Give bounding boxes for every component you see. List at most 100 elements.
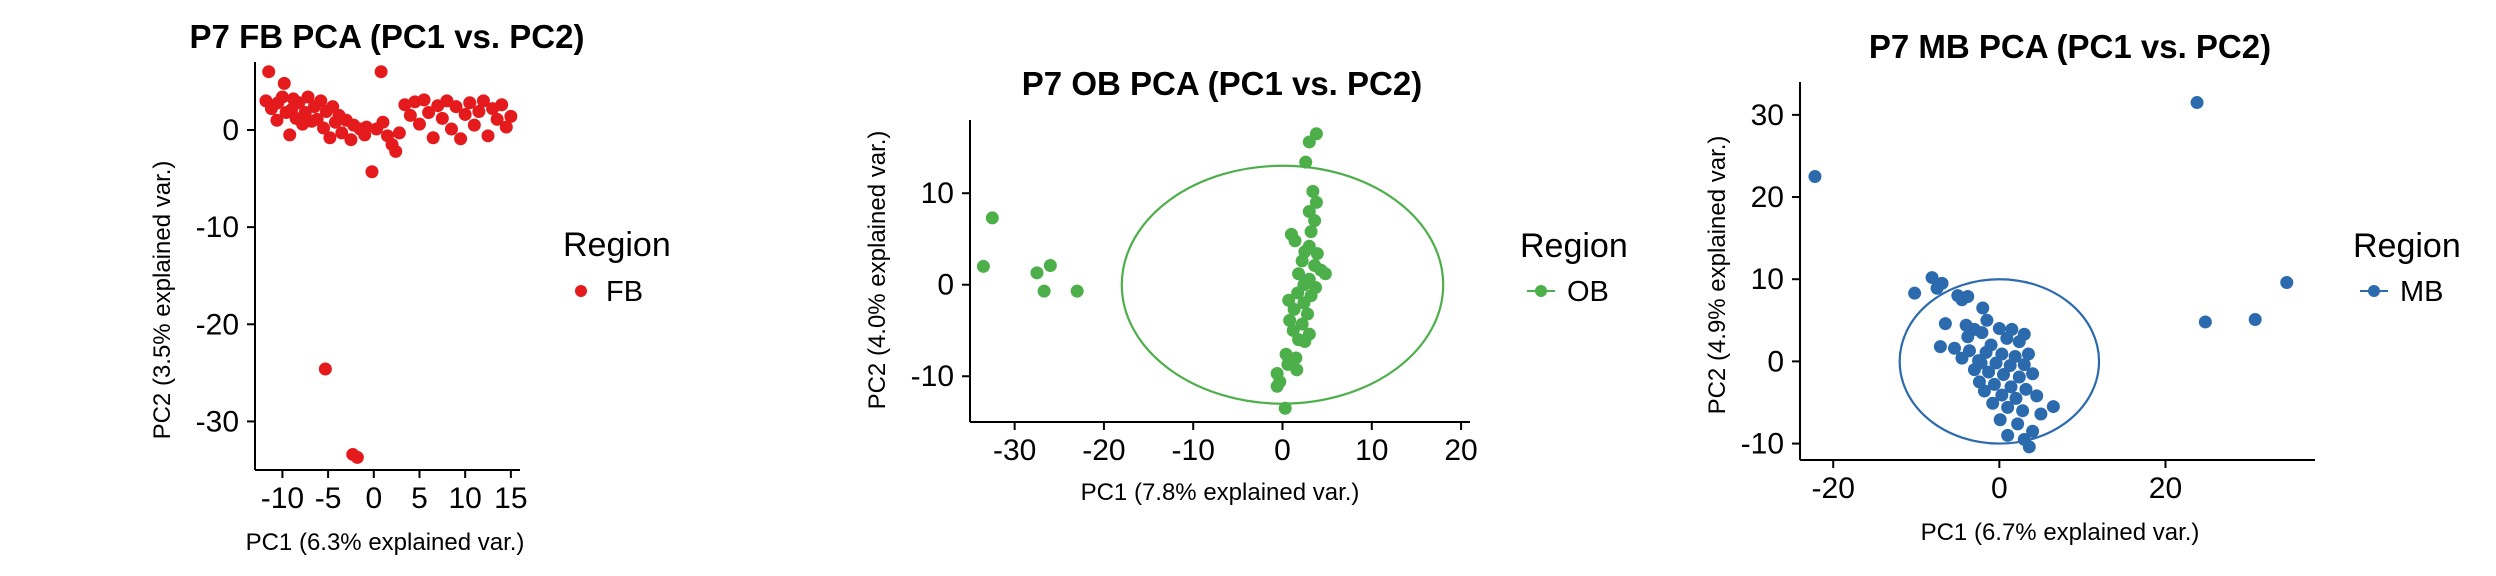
mb-data-point	[1908, 286, 1922, 300]
ob-data-point	[1301, 307, 1314, 321]
fb-y-tick-label: 0	[222, 114, 239, 147]
mb-data-point	[2280, 276, 2294, 290]
ob-data-point	[1306, 184, 1320, 198]
ob-points-layer	[976, 127, 1332, 415]
fb-legend-label: FB	[606, 276, 643, 308]
fb-data-point	[365, 165, 379, 179]
mb-legend-key	[2368, 285, 2380, 297]
mb-y-tick-label: -10	[1741, 428, 1784, 461]
ob-data-point	[1070, 284, 1084, 298]
fb-data-point	[398, 98, 412, 112]
mb-legend-label: MB	[2400, 276, 2444, 308]
ob-data-point	[1279, 347, 1293, 361]
mb-data-point	[2022, 440, 2036, 454]
ob-data-point	[1292, 267, 1306, 281]
ob-data-point	[1310, 247, 1324, 261]
fb-data-point	[426, 131, 440, 145]
ob-x-tick-label: -20	[1082, 434, 1125, 467]
fb-data-point	[262, 65, 276, 79]
fb-data-point	[318, 362, 332, 376]
mb-data-point	[1975, 326, 1989, 340]
mb-data-point	[2190, 96, 2204, 110]
mb-data-point	[1982, 365, 1996, 379]
ob-data-point	[1308, 214, 1322, 228]
ob-data-point	[1304, 225, 1318, 239]
ob-data-point	[1309, 195, 1323, 209]
mb-data-point	[1948, 341, 1961, 355]
mb-legend-title: Region	[2353, 227, 2461, 265]
fb-data-point	[463, 96, 477, 110]
mb-ellipse-layer	[1898, 278, 2101, 445]
fb-y-tick-label: -20	[196, 308, 239, 341]
mb-data-point	[1933, 340, 1947, 354]
ob-legend-key	[1535, 285, 1547, 297]
ob-y-tick-label: 0	[937, 269, 954, 302]
fb-x-tick-label: 5	[411, 482, 428, 515]
mb-data-point	[1974, 356, 1988, 370]
mb-data-point	[1808, 170, 1822, 183]
ob-data-point	[1295, 254, 1309, 268]
ob-data-point	[1299, 155, 1313, 169]
mb-data-point	[1980, 313, 1994, 327]
fb-data-point	[495, 98, 509, 112]
fb-x-tick-label: 15	[494, 482, 527, 515]
mb-data-point	[1955, 293, 1969, 307]
mb-data-point	[2004, 380, 2018, 394]
fb-data-point	[467, 118, 481, 132]
fb-data-point	[444, 122, 458, 136]
mb-data-point	[1984, 338, 1998, 352]
mb-data-point	[2019, 382, 2033, 396]
ob-data-point	[1270, 379, 1284, 393]
fb-legend-key	[575, 285, 587, 297]
fb-x-axis-label: PC1 (6.3% explained var.)	[246, 529, 525, 556]
mb-data-point	[1955, 351, 1969, 365]
ob-data-point	[1283, 313, 1297, 327]
fb-x-tick-label: -5	[315, 482, 342, 515]
mb-data-point	[2016, 404, 2030, 418]
mb-data-point	[1925, 271, 1939, 285]
ob-x-tick-label: -10	[1172, 434, 1215, 467]
mb-data-point	[1997, 368, 2011, 382]
mb-data-point	[2030, 389, 2044, 403]
fb-data-point	[412, 117, 426, 131]
fb-data-point	[481, 129, 495, 143]
fb-data-point	[374, 65, 388, 79]
fb-data-point	[344, 133, 358, 147]
fb-data-point	[270, 113, 284, 127]
ob-data-point	[1043, 259, 1057, 273]
mb-data-point	[1930, 281, 1944, 295]
ob-data-point	[1318, 267, 1332, 281]
fb-data-point	[376, 115, 390, 129]
mb-x-tick-label: 0	[1991, 472, 2008, 505]
mb-points-layer	[1808, 96, 2294, 454]
mb-data-point	[2198, 315, 2212, 329]
fb-legend: Region FB	[563, 226, 671, 308]
fb-data-point	[472, 105, 486, 119]
ob-x-tick-label: 10	[1355, 434, 1388, 467]
ob-data-point	[1297, 296, 1311, 310]
mb-data-point	[1938, 317, 1952, 331]
fb-data-point	[504, 109, 518, 123]
mb-data-point	[2001, 428, 2015, 442]
ob-y-axis-label: PC2 (4.0% explained var.)	[864, 131, 891, 410]
mb-data-point	[1995, 388, 2009, 402]
ob-data-point	[976, 259, 990, 273]
mb-data-point	[2003, 359, 2017, 372]
mb-data-point	[2011, 417, 2025, 431]
mb-data-point	[1987, 377, 2001, 391]
ob-legend-label: OB	[1567, 276, 1609, 308]
mb-x-axis-label: PC1 (6.7% explained var.)	[1921, 519, 2200, 546]
fb-data-point	[454, 132, 468, 146]
fb-data-point	[499, 120, 513, 134]
ob-data-point	[1290, 363, 1304, 377]
fb-data-point	[449, 100, 463, 114]
fb-data-point	[422, 106, 436, 120]
mb-data-point	[1986, 396, 2000, 410]
ob-tick-labels: -30 -20 -10 0 10 20 10 0 -10	[911, 177, 1478, 467]
ob-data-point	[1287, 302, 1301, 316]
fb-data-point	[283, 128, 297, 142]
fb-data-point	[435, 111, 449, 125]
ob-data-point	[1284, 227, 1298, 241]
ob-data-point	[1302, 135, 1316, 149]
